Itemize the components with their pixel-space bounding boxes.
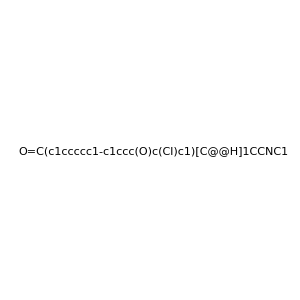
Text: O=C(c1ccccc1-c1ccc(O)c(Cl)c1)[C@@H]1CCNC1: O=C(c1ccccc1-c1ccc(O)c(Cl)c1)[C@@H]1CCNC… (19, 146, 289, 157)
